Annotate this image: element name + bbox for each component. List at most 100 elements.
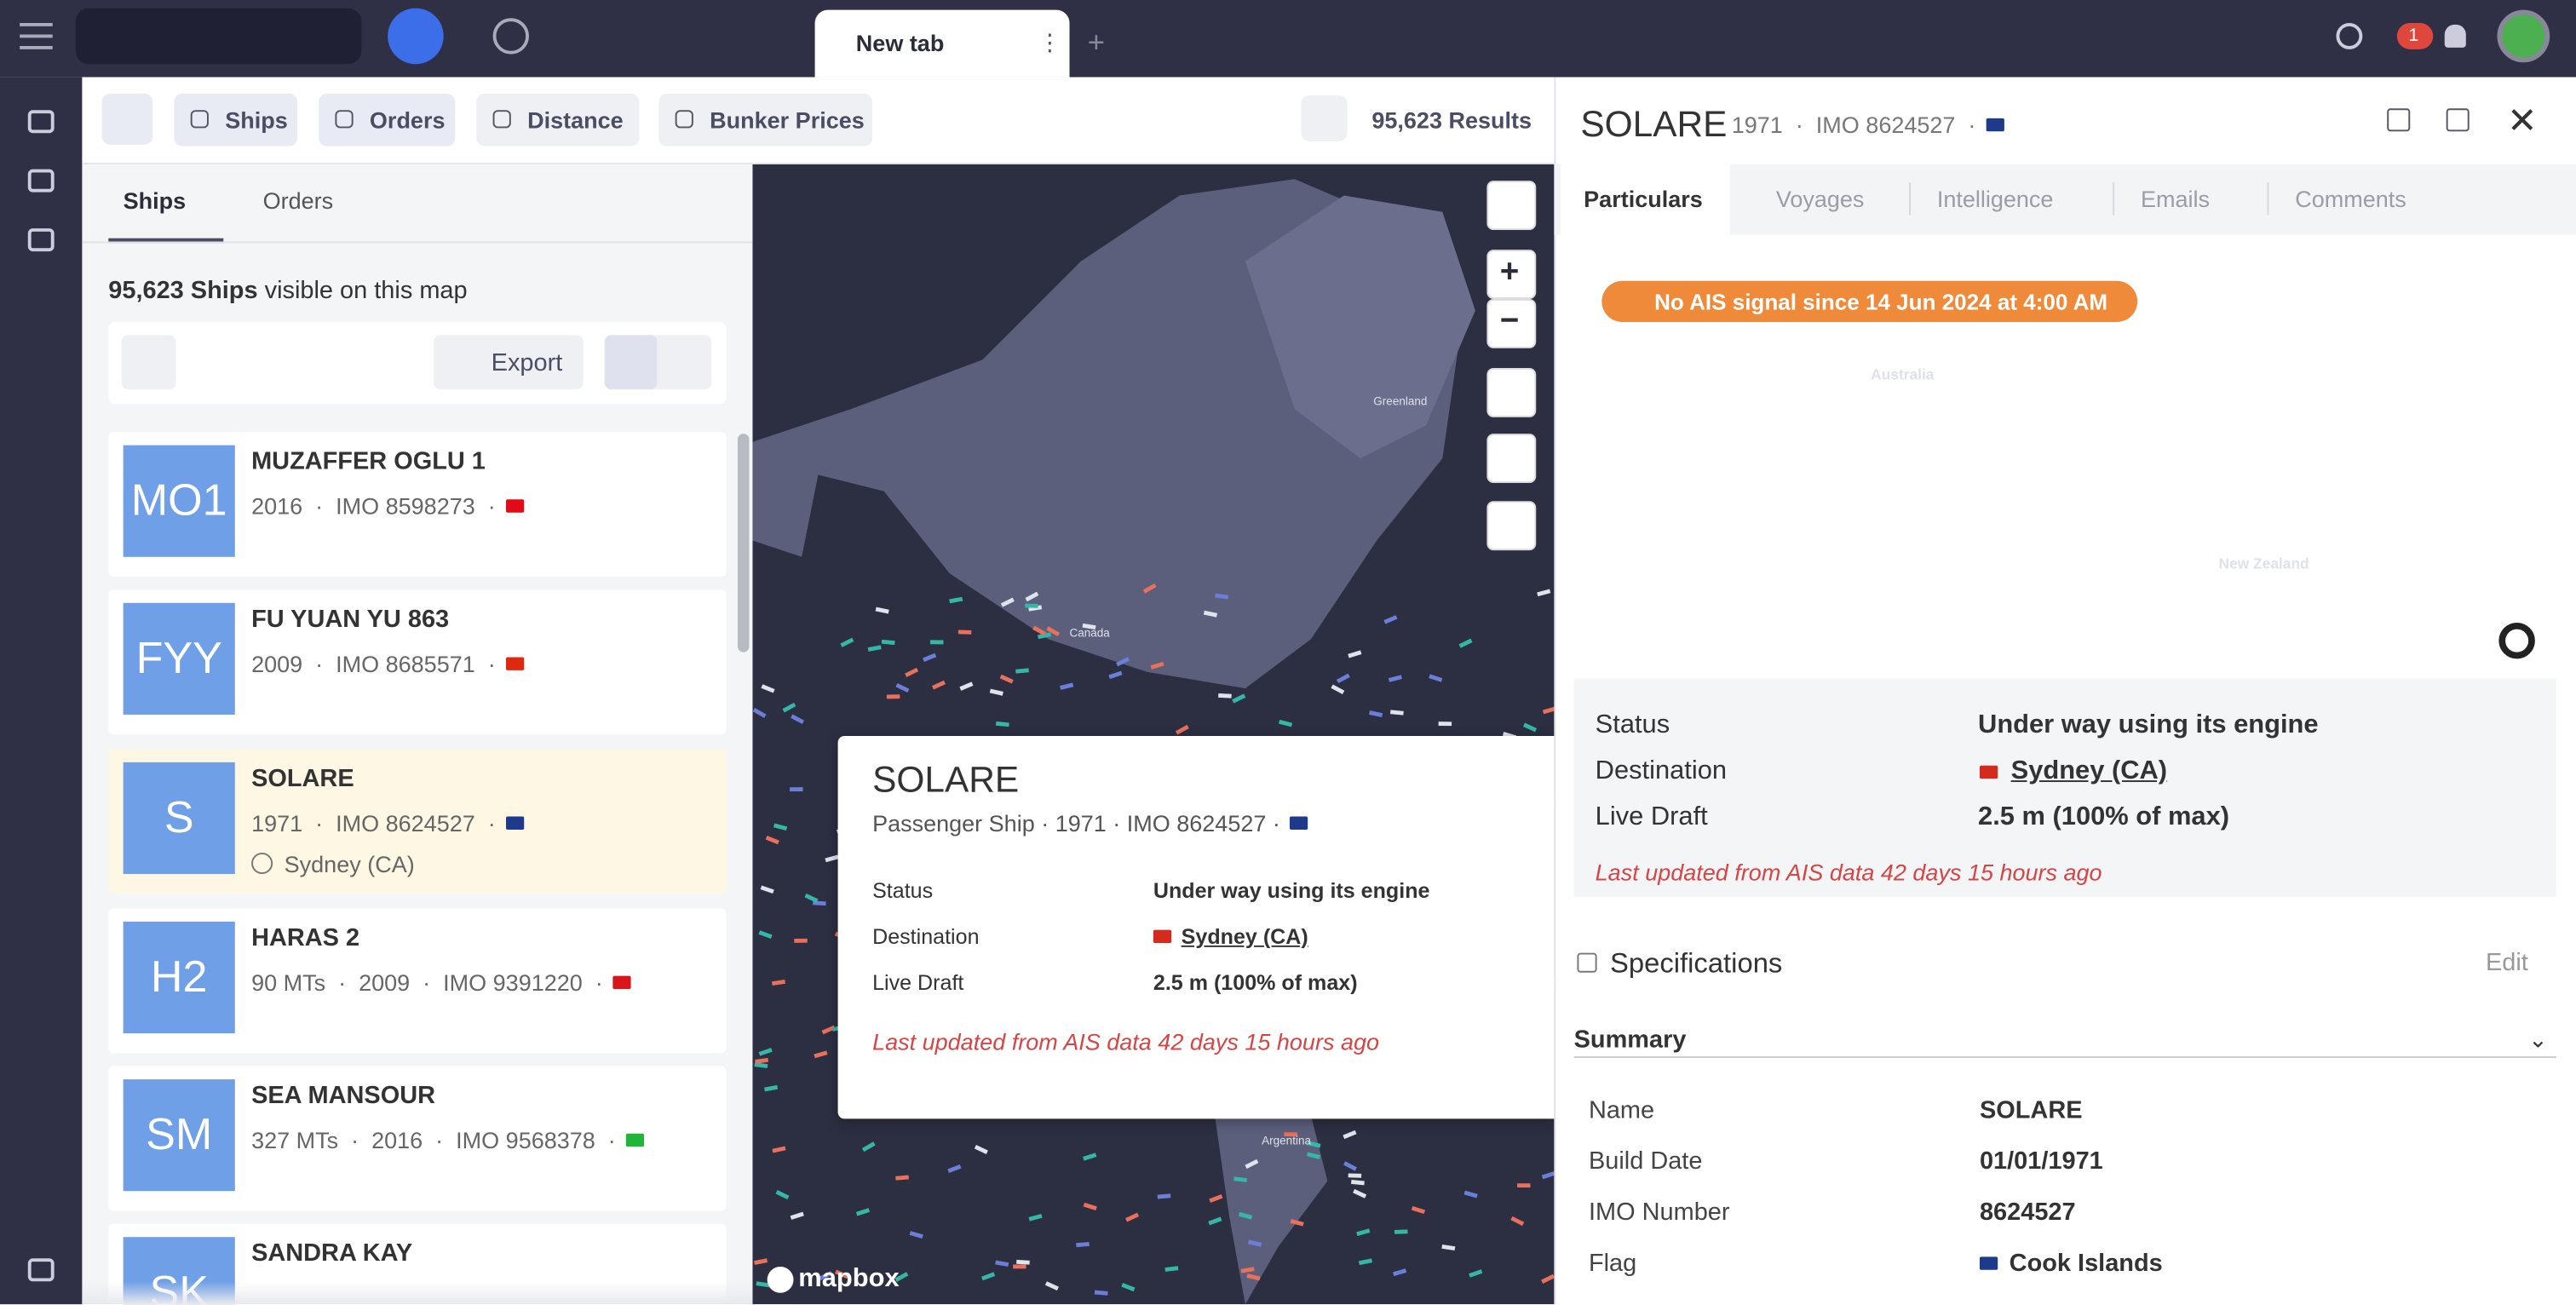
export-button[interactable] (434, 335, 584, 390)
ship-marker[interactable] (1517, 1183, 1531, 1188)
ship-marker[interactable] (840, 637, 854, 647)
ship-marker[interactable] (1429, 674, 1443, 682)
ship-marker[interactable] (1108, 670, 1123, 680)
toolbar-button[interactable] (476, 93, 640, 147)
popup-value[interactable]: Sydney (CA) (1181, 923, 1308, 949)
list-toggle[interactable] (101, 93, 153, 145)
mini-map-control[interactable] (2488, 371, 2539, 421)
ship-marker[interactable] (1150, 661, 1164, 670)
ship-marker[interactable] (1510, 1216, 1525, 1227)
ship-marker[interactable] (1094, 1290, 1108, 1296)
ship-marker[interactable] (1469, 1269, 1483, 1278)
sort-button[interactable] (121, 335, 176, 390)
ship-marker[interactable] (1203, 610, 1217, 618)
mini-map-control[interactable] (2488, 271, 2539, 370)
ship-marker[interactable] (861, 1141, 876, 1153)
ship-marker[interactable] (1290, 1219, 1304, 1227)
ship-marker[interactable] (1233, 1176, 1248, 1182)
ship-marker[interactable] (995, 721, 1009, 727)
ship-marker[interactable] (758, 1048, 773, 1056)
globe-button[interactable] (492, 18, 530, 55)
ship-marker[interactable] (1046, 626, 1061, 637)
ship-marker[interactable] (855, 1208, 871, 1216)
ship-marker[interactable] (1441, 1245, 1456, 1251)
ship-marker[interactable] (1016, 1259, 1030, 1265)
ship-marker[interactable] (1025, 591, 1039, 602)
ship-marker[interactable] (886, 694, 900, 699)
ship-marker[interactable] (1383, 615, 1398, 624)
compose-button[interactable] (388, 8, 444, 65)
tab[interactable] (814, 9, 1070, 78)
ship-marker[interactable] (895, 682, 910, 693)
ship-marker[interactable] (1032, 625, 1046, 636)
ship-marker[interactable] (1164, 1266, 1179, 1272)
ship-marker[interactable] (761, 684, 775, 693)
ship-marker[interactable] (814, 1050, 828, 1059)
ship-marker[interactable] (1028, 1213, 1043, 1222)
ship-marker[interactable] (881, 639, 895, 646)
list-tab[interactable]: Ships (123, 187, 187, 214)
ship-marker[interactable] (949, 596, 963, 604)
ship-marker[interactable] (1025, 603, 1038, 608)
map-control[interactable] (1486, 181, 1537, 231)
ship-marker[interactable] (1356, 1228, 1371, 1237)
ship-marker[interactable] (835, 1269, 849, 1279)
ship-marker[interactable] (989, 688, 1003, 696)
map-control[interactable] (1486, 501, 1537, 551)
mini-map-control[interactable] (2488, 428, 2539, 479)
ship-marker[interactable] (771, 979, 785, 986)
ship-marker[interactable] (1438, 721, 1452, 727)
ship-marker[interactable] (875, 607, 889, 614)
ship-marker[interactable] (791, 714, 805, 725)
ship-marker[interactable] (1463, 1190, 1478, 1199)
status-value[interactable]: Sydney (CA) (2010, 757, 2168, 785)
ship-marker[interactable] (959, 681, 974, 691)
ship-marker[interactable] (772, 1146, 786, 1153)
ship-marker[interactable] (760, 885, 774, 894)
ship-marker[interactable] (1284, 1132, 1297, 1137)
ship-marker[interactable] (1542, 706, 1555, 715)
ship-marker[interactable] (1218, 693, 1232, 698)
ship-marker[interactable] (1076, 1242, 1090, 1248)
ship-marker[interactable] (1238, 1211, 1253, 1220)
ship-marker[interactable] (1523, 722, 1538, 733)
rail-icon[interactable] (27, 169, 55, 193)
ship-marker[interactable] (752, 707, 767, 718)
ship-marker[interactable] (821, 1025, 836, 1035)
ship-marker[interactable] (754, 1062, 768, 1069)
search-button[interactable] (2336, 23, 2363, 49)
ship-marker[interactable] (790, 787, 803, 792)
ship-marker[interactable] (825, 854, 839, 863)
ship-marker[interactable] (894, 1272, 909, 1282)
ship-marker[interactable] (1246, 1273, 1261, 1281)
rail-icon[interactable] (27, 1258, 55, 1282)
ship-marker[interactable] (758, 930, 773, 939)
map-control[interactable] (1486, 299, 1537, 348)
ship-marker[interactable] (1125, 1212, 1140, 1222)
ship-marker[interactable] (819, 1271, 833, 1281)
detail-tab[interactable]: Comments (2295, 185, 2406, 212)
map-control[interactable] (1486, 368, 1537, 417)
ship-marker[interactable] (764, 1084, 779, 1092)
panel-icon[interactable] (2446, 108, 2470, 132)
ship-marker[interactable] (1353, 1188, 1367, 1199)
toolbar-button[interactable] (658, 93, 873, 147)
ship-marker[interactable] (867, 645, 882, 652)
ship-marker[interactable] (1541, 1170, 1555, 1180)
ship-marker[interactable] (931, 680, 946, 690)
detail-tab[interactable]: Emails (2140, 185, 2210, 212)
rail-icon[interactable] (27, 110, 55, 134)
ship-marker[interactable] (1082, 623, 1096, 630)
rail-icon[interactable] (27, 228, 55, 252)
ship-marker[interactable] (947, 1164, 962, 1174)
ship-marker[interactable] (756, 1281, 770, 1288)
ship-marker[interactable] (1348, 1173, 1362, 1178)
ship-marker[interactable] (905, 667, 919, 678)
map-control[interactable] (1486, 250, 1537, 300)
panel-icon[interactable] (2387, 108, 2411, 132)
ship-marker[interactable] (1175, 724, 1189, 735)
ship-marker[interactable] (1343, 1130, 1357, 1140)
summary-heading[interactable]: Summary (1573, 1026, 1687, 1055)
bell[interactable] (2444, 24, 2466, 48)
workspace-select[interactable] (75, 8, 362, 65)
